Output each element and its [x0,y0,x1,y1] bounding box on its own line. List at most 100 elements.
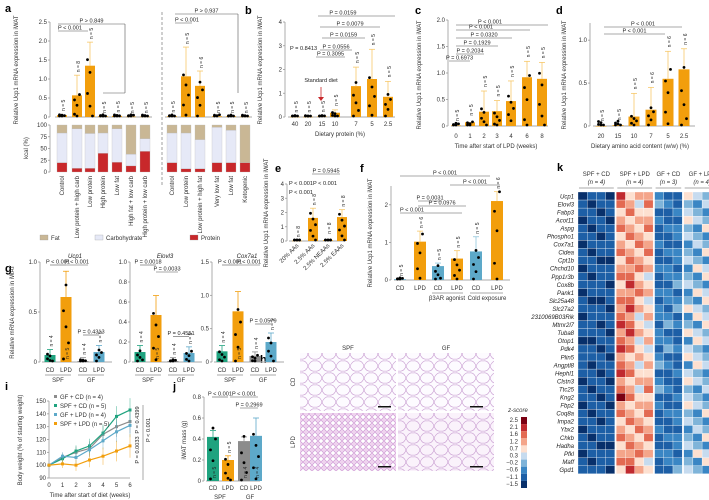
c-dot [466,123,469,127]
g-dot [51,359,54,363]
k-cell [654,256,664,265]
k-cell [625,417,635,426]
a-n-label: n = 5 [102,101,108,112]
k-cell [625,433,635,442]
d-dot [599,121,603,125]
c-dot [509,100,513,104]
b-n-label: n = 5 [294,101,300,112]
d-category-label: 5 [666,134,670,140]
k-cell [625,272,635,281]
b-dot [384,103,387,106]
b-pvalue: P = 0.8413 [290,46,317,52]
g-bar [232,311,244,362]
f-n-label: n = 5 [475,222,481,233]
c-dot [543,123,546,127]
h-column-label: SPF [342,346,354,352]
k-cell [587,199,597,209]
e-dot [311,234,315,238]
k-cell [596,457,606,466]
d-dot [632,117,636,120]
k-cell [663,240,674,249]
k-cell [596,344,606,354]
k-cell [672,409,683,418]
k-group-n: (n = 4) [626,180,644,186]
g-bar [44,355,56,362]
k-cell [701,272,709,281]
a-dot [60,114,64,118]
c-tick-label: 2.0 [437,18,446,24]
f-dot [474,270,478,273]
k-cell [634,368,645,378]
a-ylabel: Relative Ucp1 mRNA expression in iWAT [14,15,20,124]
k-cell [663,344,674,354]
k-cell [634,232,645,241]
a-stack-protein [111,161,123,173]
k-cell [663,449,674,458]
panel-label-h: h [260,354,267,366]
a-stack-protein [125,165,137,173]
k-cell [643,288,654,297]
j-dot [226,476,230,480]
g-dot [174,358,177,362]
k-cell [587,385,597,394]
a-dot [101,113,105,117]
k-cell [596,409,606,418]
k-cell [596,191,606,201]
f-dot [453,258,456,261]
k-cell [596,401,606,410]
a-stack-protein [97,153,109,173]
f-pvalue: P < 0.001 [463,180,487,186]
k-cell [663,393,674,402]
j-group-label: GF [246,495,255,500]
k-cell [672,191,683,201]
k-cell [672,328,683,338]
k-cell [587,376,597,386]
k-cell [616,312,626,321]
k-cell [616,385,626,394]
a-dot [187,93,190,97]
e-dot [329,238,332,242]
k-cell [634,401,645,410]
k-cell [616,288,626,297]
i-pvalue: P = 0.4399 [135,406,141,433]
a-legend-swatch-protein [189,234,199,241]
k-cell [596,360,606,370]
k-gene-label: Ttc25 [559,387,575,393]
a-dot [215,114,219,118]
c-tick-label: 1.0 [437,71,446,77]
k-cell [596,207,606,217]
c-dot [452,123,455,126]
k-cell [577,433,588,442]
k-cell [643,280,654,289]
k-cell [683,199,694,209]
k-cell [692,328,703,338]
a-pvalue: P < 0.001 [58,26,82,32]
i-x-tick-label: 4 [101,483,105,489]
k-cell [692,368,703,378]
k-cell [692,336,703,346]
k-cell [692,449,703,458]
a-category-label: Low fat [115,176,121,196]
k-cell [692,280,703,289]
k-cell [663,320,674,329]
f-dot [439,276,442,280]
k-cell [663,376,674,386]
k-cell [683,328,694,338]
k-cell [663,215,674,225]
g-Cox7a1-tick-label: 1.5 [201,260,210,266]
d-dot [669,67,672,71]
a-stack-carb [84,133,96,169]
f-bar [451,258,463,280]
g-n-label: n = 5 [237,348,243,359]
g-pvalue: P < 0.001 [218,260,242,266]
b-dot [304,114,307,118]
k-cell [701,409,709,418]
k-cell [596,272,606,281]
k-cell [701,232,709,241]
k-group-label: GF + CD [656,172,681,178]
k-cell [577,199,588,209]
a-stack-fat [194,124,206,140]
k-cell [701,224,709,233]
k-gene-label: Angptl8 [553,363,575,369]
k-cell [577,328,588,338]
